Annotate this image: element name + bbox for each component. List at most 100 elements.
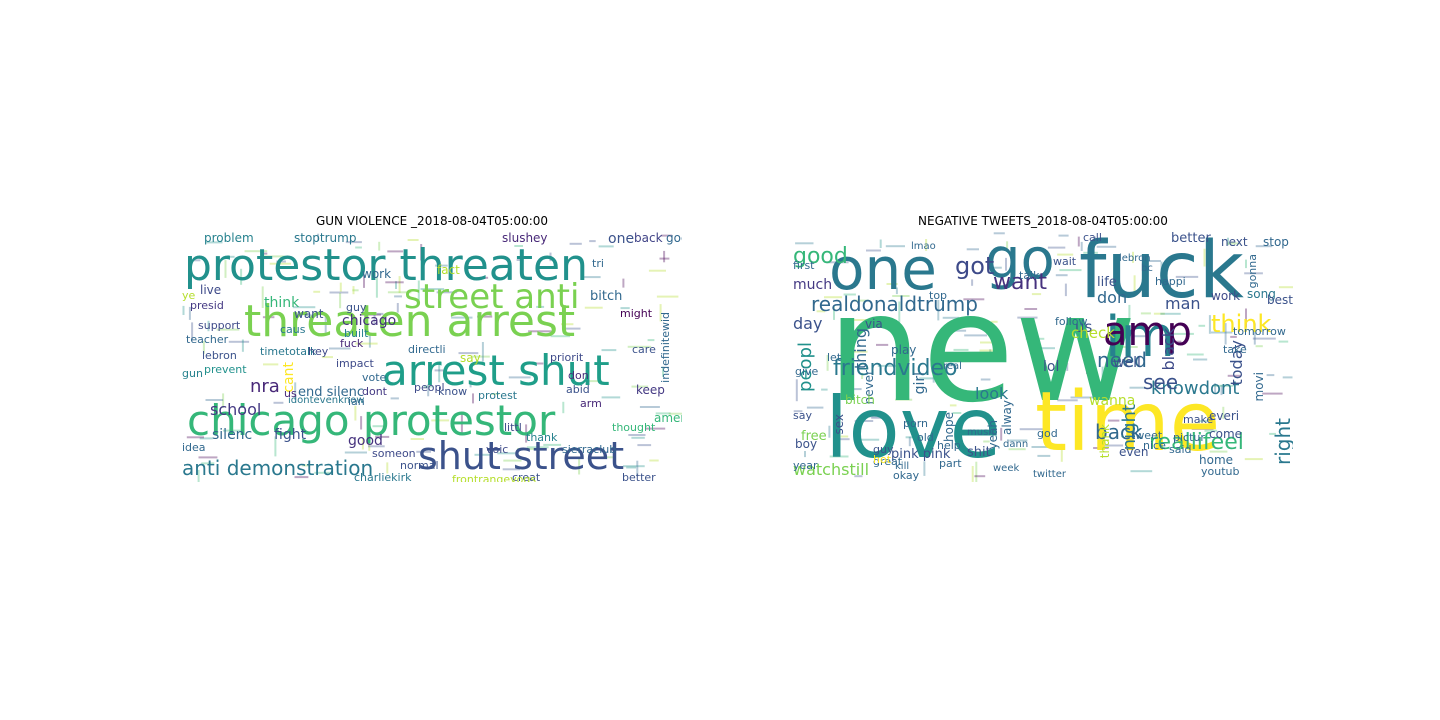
cloud-word: tomorrow — [1233, 325, 1286, 338]
filler-mark — [804, 451, 806, 458]
cloud-word: friendvideo — [833, 356, 958, 381]
filler-mark — [508, 376, 531, 379]
filler-mark — [583, 276, 601, 279]
cloud-word: home — [1199, 453, 1234, 467]
filler-mark — [655, 412, 671, 415]
filler-mark — [1058, 234, 1069, 237]
cloud-word: charliekirk — [354, 471, 412, 482]
cloud-word: chicago — [342, 313, 397, 329]
cloud-word: got — [955, 252, 995, 280]
filler-mark — [345, 241, 362, 244]
cloud-word: girl — [912, 372, 928, 395]
filler-mark — [228, 340, 250, 343]
filler-mark — [386, 462, 389, 474]
filler-mark — [260, 252, 268, 255]
filler-mark — [861, 372, 864, 379]
filler-mark — [971, 279, 974, 286]
filler-mark — [932, 369, 935, 383]
cloud-word: littl — [504, 421, 522, 434]
filler-mark — [224, 260, 227, 278]
filler-mark — [240, 268, 243, 285]
filler-mark — [885, 245, 905, 248]
filler-mark — [373, 312, 376, 326]
cloud-word: anti demonstration — [182, 456, 374, 480]
cloud-word: ye — [182, 289, 196, 302]
cloud-word: need — [1097, 348, 1147, 372]
cloud-word: voic — [486, 443, 509, 456]
cloud-word: impact — [336, 357, 374, 370]
filler-mark — [451, 316, 473, 319]
cloud-word: day — [793, 314, 823, 333]
filler-mark — [1080, 241, 1083, 251]
filler-mark — [1204, 429, 1218, 432]
cloud-word: kill — [895, 461, 910, 472]
cloud-word: take — [1223, 343, 1247, 356]
filler-mark — [352, 286, 355, 295]
filler-mark — [564, 327, 581, 330]
filler-mark — [368, 445, 385, 448]
cloud-word: new — [827, 262, 1138, 436]
filler-mark — [1006, 241, 1009, 252]
filler-mark — [514, 245, 523, 247]
cloud-word: guy — [873, 443, 894, 456]
filler-mark — [317, 233, 320, 241]
cloud-word: sex — [832, 414, 846, 435]
filler-mark — [355, 342, 378, 345]
cloud-word: music — [967, 427, 997, 438]
filler-mark — [1226, 242, 1241, 245]
filler-mark — [886, 283, 898, 285]
cloud-word: gun — [182, 367, 203, 380]
filler-mark — [543, 443, 562, 446]
filler-mark — [410, 438, 424, 440]
filler-mark — [1278, 340, 1289, 343]
filler-mark — [659, 304, 662, 322]
cloud-word: shut street — [418, 434, 625, 478]
cloud-word: real — [943, 361, 962, 372]
cloud-word: im — [1105, 305, 1176, 370]
filler-mark — [561, 323, 574, 326]
filler-mark — [1186, 353, 1204, 356]
filler-mark — [458, 352, 479, 355]
filler-mark — [344, 451, 367, 454]
filler-mark — [1086, 357, 1088, 374]
filler-mark — [846, 350, 868, 353]
cloud-word: don — [1097, 288, 1128, 307]
cloud-word: love — [825, 379, 1002, 477]
filler-mark — [417, 280, 420, 301]
filler-mark — [1193, 358, 1208, 361]
cloud-word: realdonaldtrump — [811, 292, 978, 316]
cloud-word: us — [1075, 318, 1093, 336]
cloud-word: movi — [1252, 372, 1266, 402]
filler-mark — [898, 301, 901, 323]
filler-mark — [385, 281, 404, 284]
cloud-word: better — [1171, 232, 1211, 246]
wordcloud-negative-tweets: new fuck go one love time im amp realdonaldtrump… — [793, 232, 1293, 482]
filler-mark — [305, 314, 315, 317]
cloud-word: normal — [400, 459, 439, 472]
filler-mark — [186, 436, 204, 439]
cloud-word: top — [929, 289, 948, 302]
filler-mark — [979, 349, 997, 352]
filler-mark — [828, 425, 831, 438]
filler-mark — [963, 298, 985, 301]
filler-mark — [263, 255, 285, 258]
filler-mark — [549, 252, 552, 262]
cloud-word: guy — [346, 301, 367, 314]
filler-mark — [396, 303, 399, 313]
cloud-word: okay — [893, 469, 920, 482]
filler-mark — [261, 286, 264, 308]
filler-mark — [1175, 275, 1199, 278]
filler-mark — [269, 262, 291, 265]
cloud-word: thing — [851, 328, 870, 370]
cloud-word: lebron — [1119, 253, 1151, 264]
filler-mark — [647, 339, 655, 342]
filler-mark — [1066, 363, 1069, 371]
filler-mark — [1130, 470, 1153, 473]
cloud-word: think — [264, 295, 300, 311]
filler-mark — [877, 364, 897, 367]
filler-mark — [964, 334, 987, 337]
filler-mark — [354, 405, 357, 421]
filler-mark — [622, 278, 625, 288]
filler-mark — [980, 378, 991, 381]
cloud-title-gun-violence: GUN VIOLENCE _2018-08-04T05:00:00 — [315, 214, 549, 228]
